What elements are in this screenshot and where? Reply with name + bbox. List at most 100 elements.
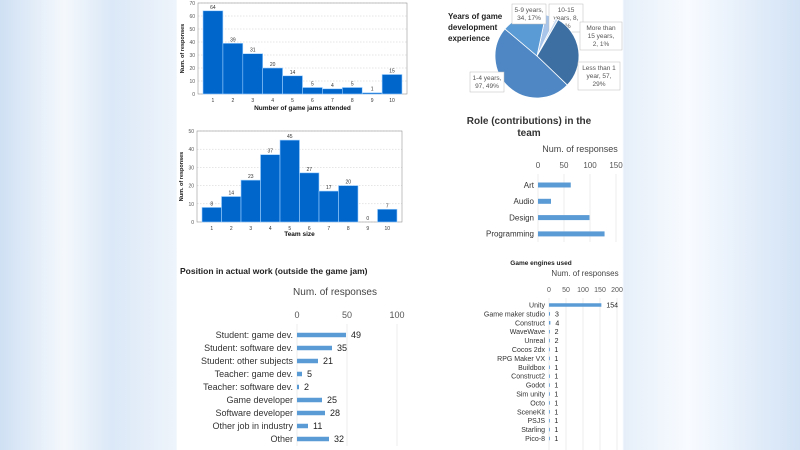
category-label: Sim unity <box>516 391 545 398</box>
pie-title: Years of game development experience <box>448 12 503 43</box>
bar <box>240 179 261 223</box>
category-label: SceneKit <box>517 409 545 416</box>
bar-value-label: 7 <box>386 203 389 209</box>
category-label: Design <box>509 213 534 222</box>
bar-value-label: 25 <box>327 395 337 405</box>
bar-value-label: 1 <box>554 365 558 372</box>
bar <box>549 329 550 334</box>
x-tick-label: 6 <box>308 226 311 232</box>
bar-value-label: 14 <box>228 191 234 197</box>
x-tick-label: 150 <box>609 161 623 170</box>
category-label: Student: game dev. <box>216 330 293 340</box>
bar-value-label: 1 <box>554 374 558 381</box>
x-tick-label: 150 <box>594 287 606 294</box>
bar-value-label: 1 <box>371 87 374 93</box>
y-tick-label: 60 <box>189 14 195 20</box>
bar <box>549 427 550 432</box>
x-tick-label: 7 <box>331 98 334 104</box>
bar-value-label: 45 <box>287 134 293 140</box>
x-tick-label: 50 <box>560 161 569 170</box>
x-tick-label: 10 <box>389 98 395 104</box>
bar-value-label: 2 <box>555 329 559 336</box>
bar <box>538 215 590 221</box>
bar <box>262 67 283 95</box>
bar <box>549 392 550 396</box>
y-tick-label: 30 <box>188 165 194 171</box>
pie-label-box <box>579 21 623 51</box>
category-label: Game developer <box>226 395 293 405</box>
bar-value-label: 39 <box>230 37 236 43</box>
bar <box>549 338 550 343</box>
x-axis-label: Team size <box>284 231 315 238</box>
pie-slice <box>494 28 568 99</box>
bar <box>202 10 224 95</box>
bar-value-label: 0 <box>366 216 369 222</box>
x-tick-label: 100 <box>583 161 597 170</box>
bar-value-label: 1 <box>554 383 558 390</box>
pie-label-box <box>469 71 505 93</box>
category-label: Other job in industry <box>212 421 293 431</box>
bar-value-label: 27 <box>306 167 312 173</box>
y-tick-label: 20 <box>188 184 194 190</box>
y-tick-label: 50 <box>189 27 195 33</box>
bar-chart-5 <box>548 298 618 450</box>
bar <box>538 231 605 237</box>
pie-slice-label: More than 15 years, 2, 1% <box>586 25 616 48</box>
bar <box>282 75 303 95</box>
x-axis-label: Num. of responses <box>293 287 377 298</box>
category-label: PSJS <box>527 418 545 425</box>
bar <box>538 198 551 204</box>
bar <box>221 196 242 223</box>
x-tick-label: 3 <box>249 226 252 232</box>
chart-title: Game engines used <box>510 260 571 267</box>
bar <box>538 182 571 188</box>
histogram-1 <box>196 130 403 223</box>
category-label: RPG Maker VX <box>497 356 545 363</box>
category-label: Construct2 <box>511 374 545 381</box>
category-label: Octo <box>530 400 545 407</box>
bar <box>302 87 323 95</box>
bar <box>297 332 346 338</box>
y-tick-label: 30 <box>189 53 195 59</box>
bar-value-label: 154 <box>606 302 618 309</box>
bar-value-label: 14 <box>290 70 296 76</box>
bar-value-label: 20 <box>345 180 351 186</box>
pie-slice-label: Less than 1 year, 57, 29% <box>582 65 616 88</box>
category-label: Teacher: software dev. <box>203 382 293 392</box>
x-tick-label: 1 <box>210 226 213 232</box>
pie-label-box <box>577 61 621 91</box>
category-label: Art <box>524 181 535 190</box>
x-tick-label: 0 <box>547 287 551 294</box>
x-axis-label: Num. of responses <box>551 269 618 278</box>
bar <box>377 208 398 223</box>
category-label: Student: other subjects <box>201 356 294 366</box>
bar <box>549 410 550 414</box>
bar <box>361 92 383 95</box>
y-tick-label: 20 <box>189 66 195 72</box>
bar-value-label: 1 <box>554 436 558 443</box>
x-tick-label: 8 <box>351 98 354 104</box>
bar-value-label: 2 <box>555 338 559 345</box>
category-label: Pico-8 <box>525 436 545 443</box>
category-label: Student: software dev. <box>204 343 293 353</box>
bar <box>318 190 339 223</box>
x-tick-label: 50 <box>342 310 352 320</box>
bar-value-label: 20 <box>270 62 276 68</box>
y-tick-label: 40 <box>189 40 195 46</box>
category-label: Software developer <box>215 408 293 418</box>
x-tick-label: 6 <box>311 98 314 104</box>
bar-value-label: 11 <box>313 421 322 431</box>
bar-value-label: 23 <box>248 174 254 180</box>
category-label: Unreal <box>524 338 545 345</box>
bar-value-label: 4 <box>331 83 334 89</box>
chart-title: Role (contributions) in the team <box>467 116 592 139</box>
x-tick-label: 10 <box>384 226 390 232</box>
bar <box>297 345 332 351</box>
x-axis-label: Num. of responses <box>542 144 618 154</box>
category-label: Other <box>270 434 293 444</box>
category-label: Teacher: game dev. <box>215 369 293 379</box>
bar <box>549 321 551 325</box>
x-tick-label: 7 <box>327 226 330 232</box>
pie-slice-label: 5-9 years, 34, 17% <box>515 7 544 22</box>
bar <box>222 42 244 95</box>
